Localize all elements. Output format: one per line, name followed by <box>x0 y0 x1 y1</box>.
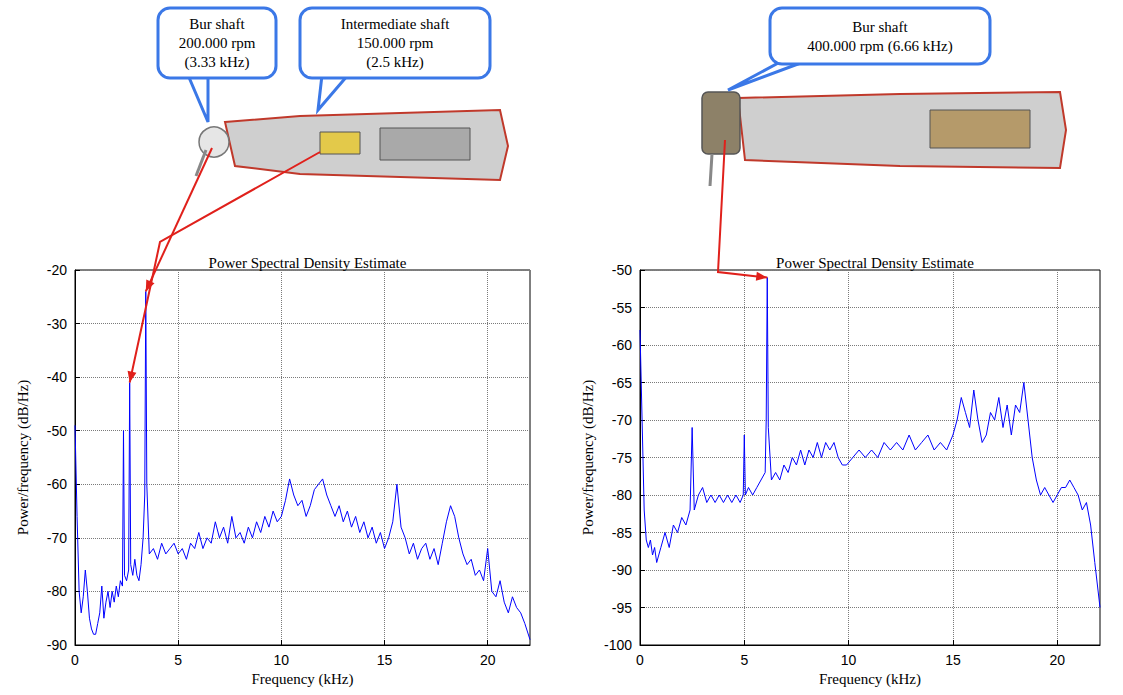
svg-text:-90: -90 <box>47 637 67 653</box>
svg-text:5: 5 <box>174 652 182 668</box>
svg-text:-30: -30 <box>47 316 67 332</box>
svg-text:-60: -60 <box>47 476 67 492</box>
svg-text:Power/frequency (dB/Hz): Power/frequency (dB/Hz) <box>15 380 32 535</box>
svg-text:150.000 rpm: 150.000 rpm <box>357 35 434 51</box>
svg-text:Power/frequency (dB/Hz): Power/frequency (dB/Hz) <box>580 380 597 535</box>
svg-text:Power Spectral Density Estimat: Power Spectral Density Estimate <box>209 255 407 271</box>
svg-text:-60: -60 <box>612 337 632 353</box>
svg-text:20: 20 <box>480 652 496 668</box>
svg-text:-70: -70 <box>612 412 632 428</box>
svg-text:-85: -85 <box>612 525 632 541</box>
svg-text:-65: -65 <box>612 375 632 391</box>
svg-text:Power Spectral Density Estimat: Power Spectral Density Estimate <box>776 255 974 271</box>
svg-text:-75: -75 <box>612 450 632 466</box>
svg-text:-50: -50 <box>612 262 632 278</box>
svg-text:200.000 rpm: 200.000 rpm <box>179 35 256 51</box>
svg-text:5: 5 <box>740 652 748 668</box>
svg-text:(3.33 kHz): (3.33 kHz) <box>185 54 250 71</box>
svg-text:Frequency (kHz): Frequency (kHz) <box>819 671 921 688</box>
svg-text:400.000 rpm (6.66 kHz): 400.000 rpm (6.66 kHz) <box>807 38 952 55</box>
svg-text:15: 15 <box>945 652 961 668</box>
svg-text:-70: -70 <box>47 530 67 546</box>
svg-text:-40: -40 <box>47 369 67 385</box>
svg-text:Bur shaft: Bur shaft <box>189 16 245 32</box>
svg-text:(2.5 kHz): (2.5 kHz) <box>366 54 423 71</box>
svg-text:Bur shaft: Bur shaft <box>852 19 908 35</box>
svg-text:0: 0 <box>636 652 644 668</box>
svg-text:-55: -55 <box>612 300 632 316</box>
svg-text:Frequency (kHz): Frequency (kHz) <box>251 671 353 688</box>
svg-text:20: 20 <box>1049 652 1065 668</box>
svg-text:Intermediate shaft: Intermediate shaft <box>341 16 451 32</box>
svg-text:15: 15 <box>377 652 393 668</box>
svg-text:-50: -50 <box>47 423 67 439</box>
svg-text:0: 0 <box>71 652 79 668</box>
svg-text:-100: -100 <box>604 637 632 653</box>
svg-text:-90: -90 <box>612 562 632 578</box>
svg-text:10: 10 <box>274 652 290 668</box>
svg-text:-80: -80 <box>47 583 67 599</box>
svg-text:10: 10 <box>841 652 857 668</box>
svg-text:-20: -20 <box>47 262 67 278</box>
svg-text:-95: -95 <box>612 600 632 616</box>
svg-text:-80: -80 <box>612 487 632 503</box>
